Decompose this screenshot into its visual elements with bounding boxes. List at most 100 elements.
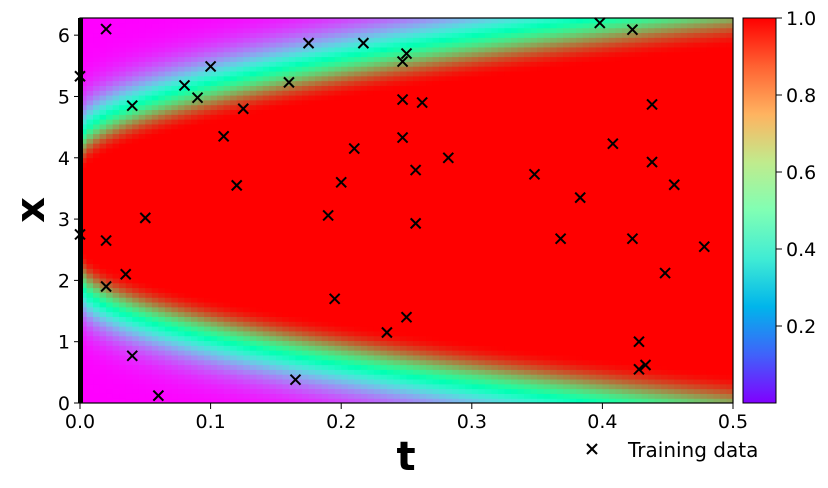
heatmap-cell xyxy=(269,321,277,327)
heatmap-cell xyxy=(321,61,329,67)
heatmap-cell xyxy=(288,229,297,236)
heatmap-cell xyxy=(399,85,408,91)
heatmap-cell xyxy=(334,350,342,356)
heatmap-cell xyxy=(119,229,127,236)
heatmap-cell xyxy=(347,191,355,197)
heatmap-cell xyxy=(184,282,192,289)
heatmap-cell xyxy=(249,22,257,29)
heatmap-cell xyxy=(275,316,284,322)
heatmap-cell xyxy=(230,147,238,154)
heatmap-cell xyxy=(93,46,101,53)
heatmap-cell xyxy=(151,374,159,380)
heatmap-cell xyxy=(432,128,440,135)
heatmap-cell xyxy=(223,123,231,130)
heatmap-cell xyxy=(204,167,212,173)
heatmap-cell xyxy=(177,70,186,77)
heatmap-cell xyxy=(138,210,146,216)
heatmap-cell xyxy=(236,147,244,154)
heatmap-cell xyxy=(295,176,303,183)
heatmap-cell xyxy=(426,196,434,202)
heatmap-cell xyxy=(373,66,381,72)
heatmap-cell xyxy=(217,18,225,24)
heatmap-cell xyxy=(112,61,120,67)
heatmap-cell xyxy=(478,321,486,327)
heatmap-cell xyxy=(393,229,401,236)
heatmap-cell xyxy=(145,326,153,332)
heatmap-cell xyxy=(282,99,290,106)
heatmap-cell xyxy=(99,316,107,322)
heatmap-cell xyxy=(439,306,447,313)
heatmap-cell xyxy=(439,191,447,197)
heatmap-cell xyxy=(321,301,329,308)
heatmap-cell xyxy=(471,42,479,48)
heatmap-cell xyxy=(125,90,133,96)
heatmap-cell xyxy=(184,364,192,370)
heatmap-cell xyxy=(439,27,447,34)
heatmap-cell xyxy=(478,128,486,135)
heatmap-cell xyxy=(354,167,362,173)
heatmap-cell xyxy=(243,244,251,250)
heatmap-cell xyxy=(360,311,368,317)
heatmap-cell xyxy=(419,186,427,192)
heatmap-cell xyxy=(367,56,375,62)
heatmap-cell xyxy=(288,292,297,298)
heatmap-cell xyxy=(458,157,466,163)
heatmap-cell xyxy=(399,152,408,159)
heatmap-cell xyxy=(439,253,447,260)
heatmap-cell xyxy=(269,306,277,313)
heatmap-cell xyxy=(210,374,218,380)
heatmap-cell xyxy=(184,244,192,250)
heatmap-cell xyxy=(295,196,303,202)
heatmap-cell xyxy=(204,42,212,48)
heatmap-cell xyxy=(302,234,310,240)
heatmap-cell xyxy=(145,335,153,342)
heatmap-cell xyxy=(80,162,88,168)
heatmap-cell xyxy=(315,335,323,342)
heatmap-cell xyxy=(171,152,179,159)
heatmap-cell xyxy=(367,123,375,130)
heatmap-cell xyxy=(164,292,173,298)
heatmap-cell xyxy=(393,311,401,317)
heatmap-cell xyxy=(295,258,303,265)
heatmap-cell xyxy=(386,253,395,260)
heatmap-cell xyxy=(373,393,381,399)
heatmap-cell xyxy=(380,330,388,337)
heatmap-cell xyxy=(86,191,94,197)
heatmap-cell xyxy=(308,239,316,245)
heatmap-cell xyxy=(478,176,486,183)
heatmap-cell xyxy=(93,109,101,115)
heatmap-cell xyxy=(158,176,166,183)
heatmap-cell xyxy=(308,249,316,255)
heatmap-cell xyxy=(399,66,408,72)
heatmap-cell xyxy=(197,330,205,337)
heatmap-cell xyxy=(217,239,225,245)
heatmap-cell xyxy=(197,133,205,139)
heatmap-cell xyxy=(138,316,146,322)
heatmap-cell xyxy=(445,378,453,385)
heatmap-cell xyxy=(308,268,316,274)
heatmap-cell xyxy=(478,239,486,245)
heatmap-cell xyxy=(315,224,323,231)
heatmap-cell xyxy=(230,66,238,72)
heatmap-cell xyxy=(217,297,225,303)
heatmap-cell xyxy=(341,388,349,394)
heatmap-cell xyxy=(106,282,114,289)
heatmap-cell xyxy=(99,186,107,192)
heatmap-cell xyxy=(177,172,186,178)
heatmap-cell xyxy=(236,167,244,173)
heatmap-cell xyxy=(426,330,434,337)
heatmap-cell xyxy=(230,143,238,149)
heatmap-cell xyxy=(151,263,159,269)
heatmap-cell xyxy=(452,383,460,390)
heatmap-cell xyxy=(471,205,479,212)
heatmap-cell xyxy=(217,22,225,29)
heatmap-cell xyxy=(171,220,179,226)
heatmap-cell xyxy=(321,176,329,183)
heatmap-cell xyxy=(295,205,303,212)
heatmap-cell xyxy=(275,22,284,29)
heatmap-cell xyxy=(458,301,466,308)
heatmap-cell xyxy=(210,27,218,34)
heatmap-cell xyxy=(191,210,199,216)
heatmap-cell xyxy=(210,244,218,250)
heatmap-cell xyxy=(471,66,479,72)
